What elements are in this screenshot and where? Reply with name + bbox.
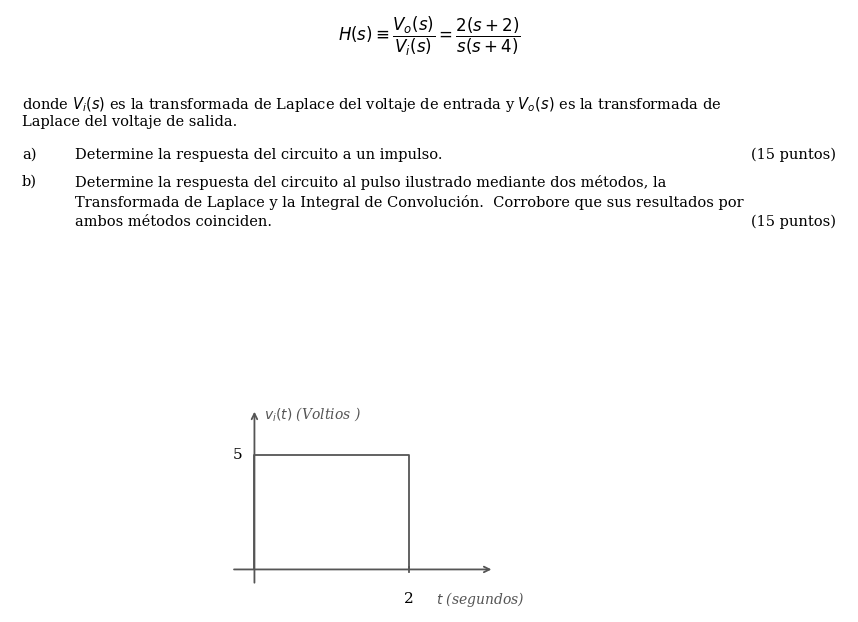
Text: (15 puntos): (15 puntos) <box>751 215 836 230</box>
Text: donde $V_i(s)$ es la transformada de Laplace del voltaje de entrada y $V_o(s)$ e: donde $V_i(s)$ es la transformada de Lap… <box>22 95 722 114</box>
Text: $t$ (segundos): $t$ (segundos) <box>436 590 525 609</box>
Text: Determine la respuesta del circuito al pulso ilustrado mediante dos métodos, la: Determine la respuesta del circuito al p… <box>75 175 667 190</box>
Text: 2: 2 <box>404 592 414 606</box>
Text: b): b) <box>22 175 37 189</box>
Text: a): a) <box>22 148 37 162</box>
Text: 5: 5 <box>233 448 243 462</box>
Text: Laplace del voltaje de salida.: Laplace del voltaje de salida. <box>22 115 238 129</box>
Text: $v_i(t)$ (Voltios ): $v_i(t)$ (Voltios ) <box>263 406 360 423</box>
Text: $H(s) \equiv \dfrac{V_o(s)}{V_i(s)} = \dfrac{2(s + 2)}{s(s + 4)}$: $H(s) \equiv \dfrac{V_o(s)}{V_i(s)} = \d… <box>337 15 521 58</box>
Text: ambos métodos coinciden.: ambos métodos coinciden. <box>75 215 272 229</box>
Text: Determine la respuesta del circuito a un impulso.: Determine la respuesta del circuito a un… <box>75 148 443 162</box>
Text: Transformada de Laplace y la Integral de Convolución.  Corrobore que sus resulta: Transformada de Laplace y la Integral de… <box>75 195 744 210</box>
Text: (15 puntos): (15 puntos) <box>751 148 836 162</box>
